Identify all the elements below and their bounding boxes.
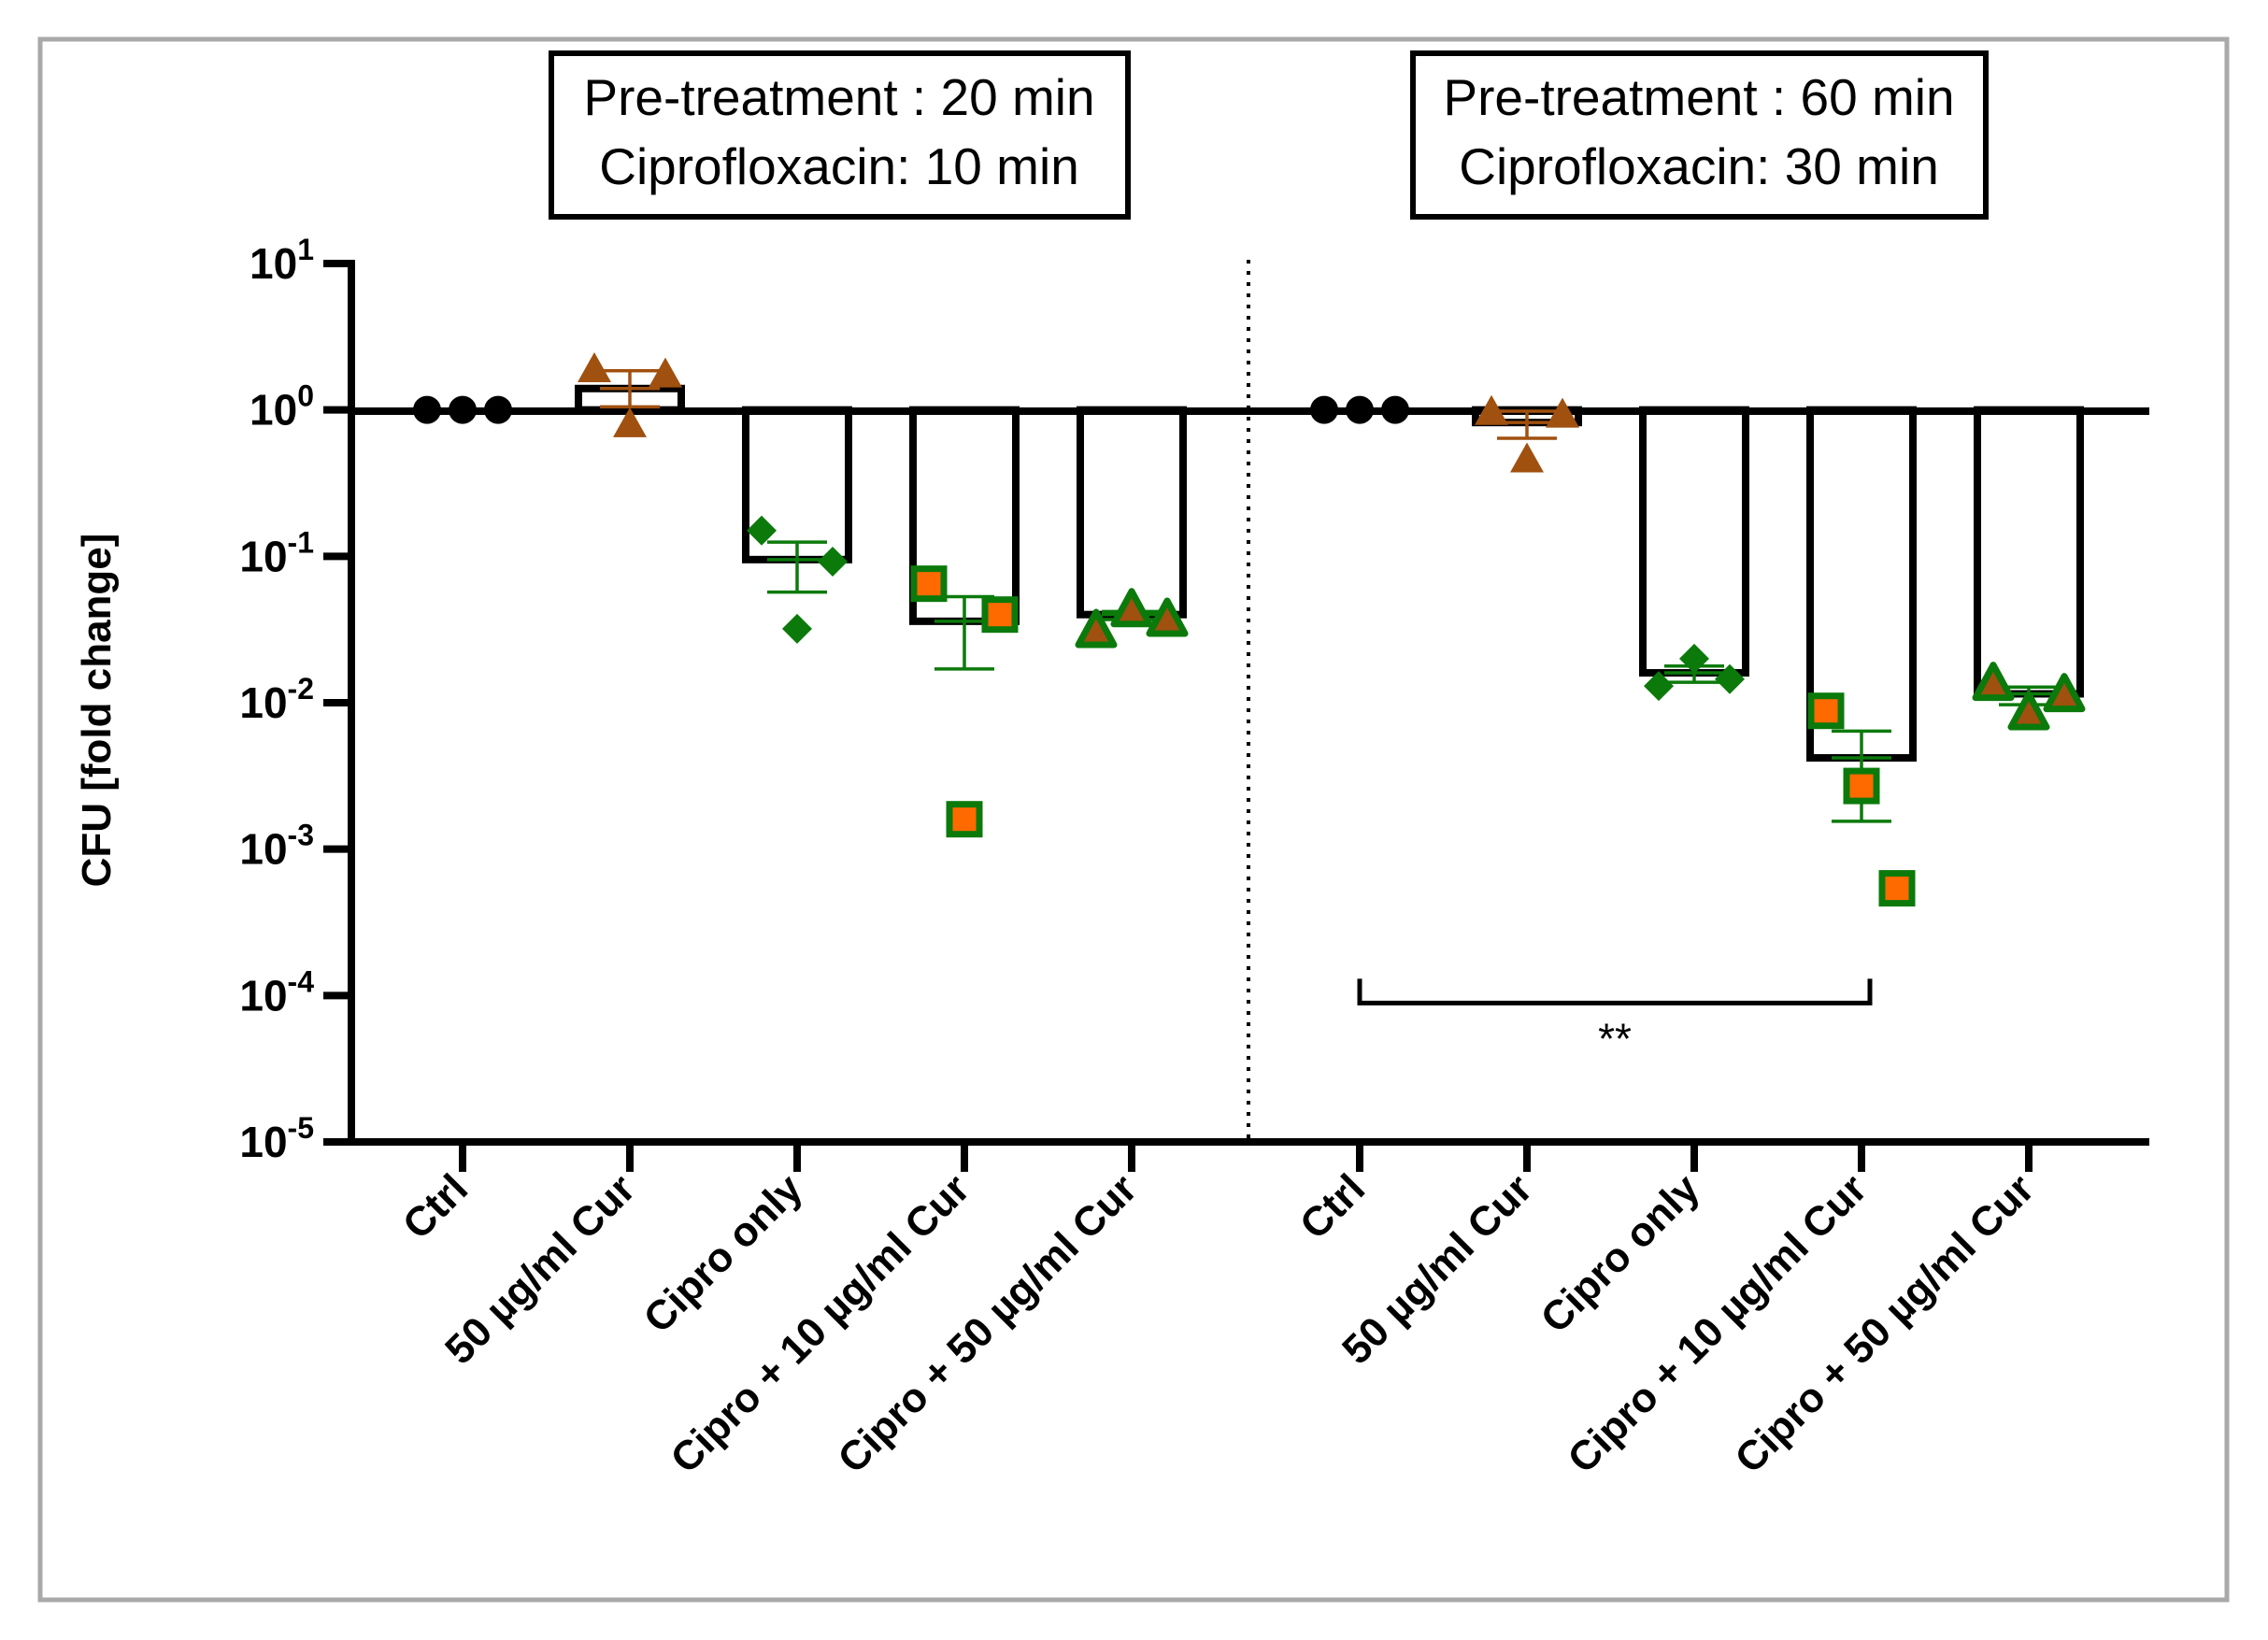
condition-title-line1: Pre-treatment : 20 min	[583, 68, 1094, 126]
bar	[1974, 406, 2084, 698]
data-point	[910, 565, 948, 603]
data-point	[946, 801, 983, 838]
significance-stars: **	[1598, 1014, 1632, 1062]
y-tick-label: 10-3	[239, 819, 314, 874]
data-point	[1110, 588, 1153, 628]
condition-title-line2: Ciprofloxacin: 30 min	[1459, 137, 1939, 195]
data-point	[613, 406, 647, 437]
data-point	[782, 613, 812, 644]
y-tick-label: 101	[250, 233, 314, 288]
points-layer	[413, 351, 2086, 907]
y-axis-label: CFU [fold change]	[74, 534, 120, 888]
y-tick-label: 10-4	[239, 964, 314, 1020]
data-point	[1381, 395, 1409, 424]
data-point	[649, 357, 682, 388]
data-point	[1878, 870, 1916, 907]
data-point	[1475, 394, 1508, 425]
data-point	[1310, 395, 1338, 424]
bar	[1639, 406, 1749, 677]
condition-title-line1: Pre-treatment : 60 min	[1443, 68, 1954, 126]
data-point	[2043, 673, 2086, 713]
data-point	[2007, 691, 2050, 731]
data-point	[1146, 597, 1189, 637]
data-point	[1807, 692, 1845, 730]
data-point	[818, 547, 848, 578]
condition-title-line2: Ciprofloxacin: 10 min	[599, 137, 1079, 195]
data-point	[1346, 395, 1374, 424]
data-point	[578, 351, 611, 382]
y-tick-label: 100	[250, 379, 314, 435]
data-point	[1679, 643, 1709, 674]
significance-bracket	[1357, 978, 1873, 1005]
data-point	[413, 395, 441, 424]
data-point	[1510, 442, 1544, 473]
data-point	[1546, 397, 1579, 428]
condition-box-left: Pre-treatment : 20 min Ciprofloxacin: 10…	[549, 50, 1131, 220]
data-point	[981, 596, 1019, 634]
condition-box-right: Pre-treatment : 60 min Ciprofloxacin: 30…	[1410, 50, 1989, 220]
y-tick-label: 10-5	[239, 1111, 314, 1166]
data-point	[1644, 671, 1674, 702]
y-tick-label: 10-1	[239, 525, 314, 580]
bar	[1077, 406, 1187, 619]
data-point	[1843, 767, 1880, 805]
data-point	[747, 515, 777, 546]
figure-frame	[37, 36, 2230, 1603]
significance-annotation: **	[1357, 978, 1873, 1062]
data-point	[1075, 608, 1118, 649]
ticks-layer: 101 100 10-1 10-2 10-3 10-4 10-5	[239, 233, 351, 1166]
y-tick-label: 10-2	[239, 672, 314, 727]
data-point	[1715, 663, 1745, 694]
data-point	[449, 395, 477, 424]
data-point	[1972, 662, 2015, 702]
data-point	[484, 395, 512, 424]
